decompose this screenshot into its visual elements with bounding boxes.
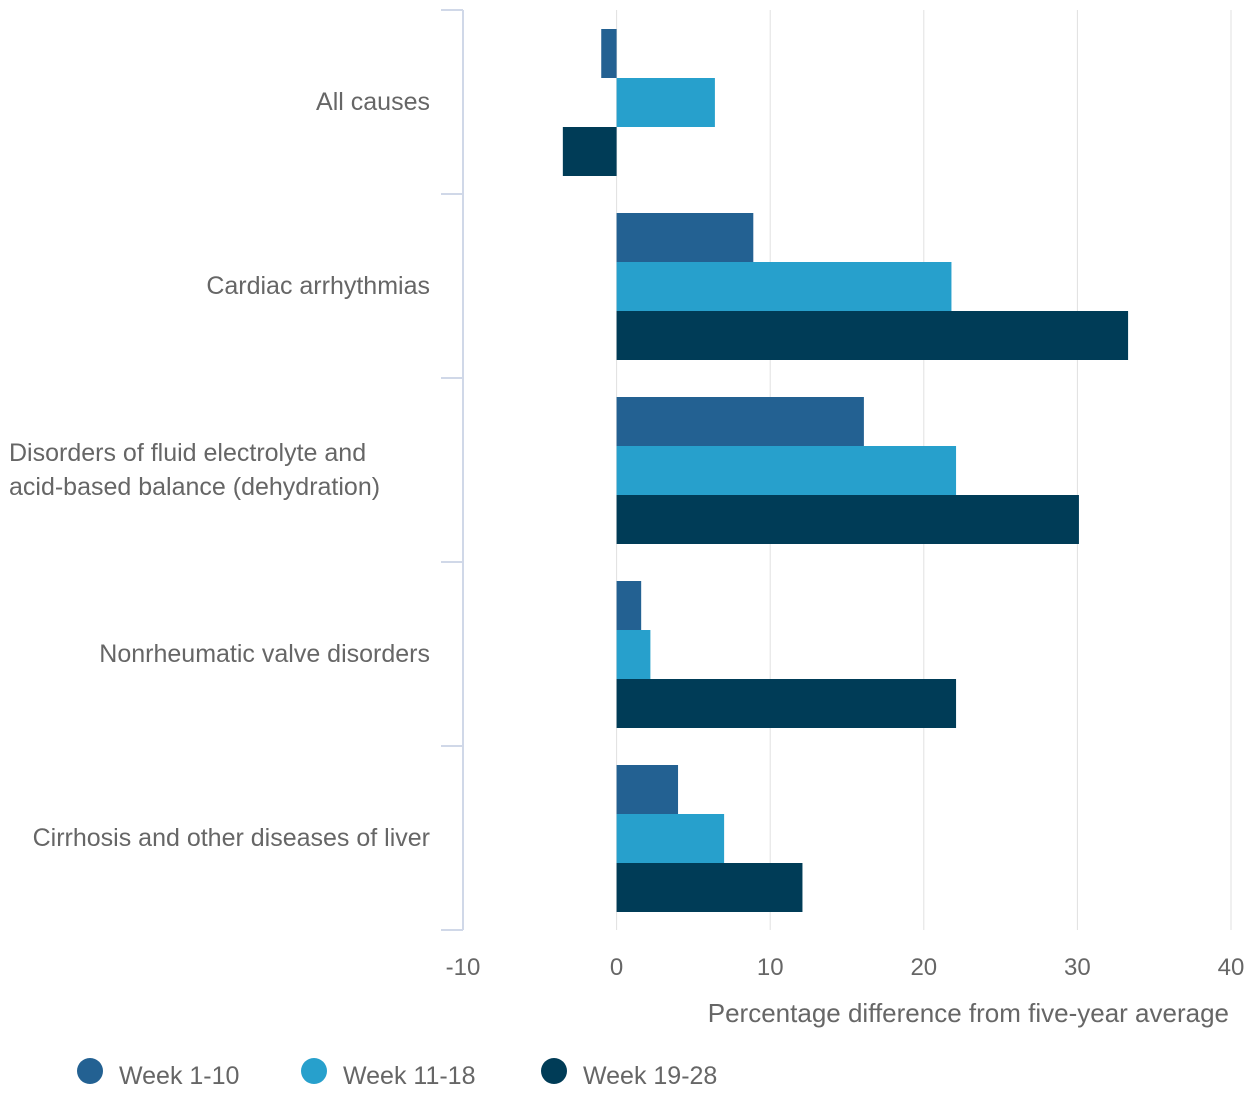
bar [616,262,952,311]
x-tick-label: 0 [610,954,623,981]
x-tick-label: -10 [446,954,481,981]
legend-swatch [301,1058,327,1084]
legend-label: Week 11-18 [343,1062,475,1090]
category-label: acid-based balance (dehydration) [9,473,380,501]
legend-item: Week 1-10 [77,1058,239,1090]
bar [616,397,864,446]
bars [562,29,1129,912]
bar [616,679,957,728]
bar [616,446,957,495]
x-tick-label: 10 [757,954,784,981]
legend: Week 1-10 Week 11-18 Week 19-28 [77,1058,717,1090]
bar [616,495,1079,544]
category-labels: All causes Cardiac arrhythmias Disorders o… [9,88,430,852]
legend-item: Week 11-18 [301,1058,475,1090]
x-tick-label: 40 [1218,954,1245,981]
bar [616,311,1129,360]
category-label: Disorders of fluid electrolyte and [9,439,366,467]
bar [616,581,642,630]
legend-item: Week 19-28 [541,1058,717,1090]
x-tick-label: 20 [910,954,937,981]
legend-swatch [77,1058,103,1084]
bar [616,765,679,814]
bar [616,814,725,863]
legend-label: Week 1-10 [119,1062,239,1090]
bar [562,127,617,176]
bar [616,863,803,912]
category-label: Nonrheumatic valve disorders [99,640,430,668]
legend-label: Week 19-28 [583,1062,717,1090]
x-tick-labels: -10 0 10 20 30 40 [446,954,1245,981]
bar [616,213,754,262]
category-label: Cardiac arrhythmias [206,272,430,300]
legend-swatch [541,1058,567,1084]
bar [601,29,617,78]
category-axis [441,9,464,931]
category-label: Cirrhosis and other diseases of liver [33,824,430,852]
bar [616,78,715,127]
x-tick-label: 30 [1064,954,1091,981]
x-axis-title: Percentage difference from five-year ave… [708,998,1229,1028]
category-label: All causes [316,88,430,116]
bar [616,630,651,679]
